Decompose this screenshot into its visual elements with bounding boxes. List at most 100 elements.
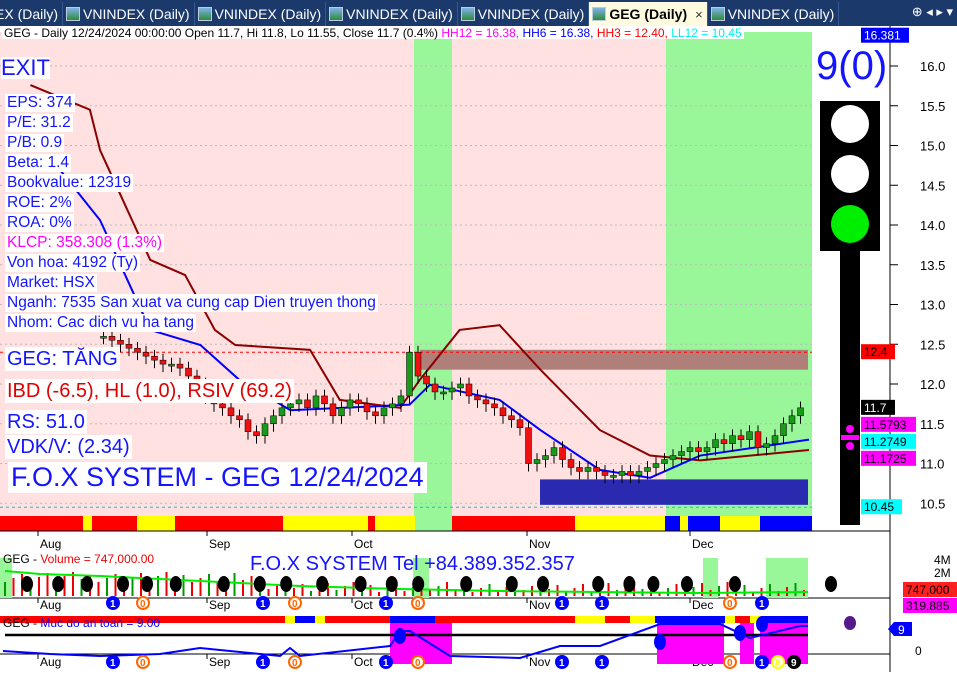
tab-scroll-buttons[interactable]: ⊕ ◂ ▸ ▾: [911, 4, 953, 19]
candle-body: [380, 407, 388, 417]
volume-highlight: [703, 558, 718, 598]
candle-body: [576, 467, 583, 472]
safety-signal-dot: [756, 616, 768, 632]
tab-0[interactable]: EX (Daily): [0, 2, 64, 26]
tab-4[interactable]: VNINDEX (Daily): [458, 2, 590, 26]
candle-body: [151, 355, 158, 361]
info-market: Market: HSX: [5, 274, 97, 292]
candle: [712, 433, 719, 456]
candle-body: [499, 407, 507, 417]
candle-body: [508, 415, 515, 421]
candle: [661, 453, 668, 472]
candle: [321, 389, 328, 412]
candle-body: [516, 419, 524, 428]
tab-label: VNINDEX (Daily): [477, 6, 585, 22]
candle: [117, 333, 124, 353]
candle: [397, 389, 405, 412]
safety-band-segment: [325, 616, 365, 623]
safety-value-label: 9: [898, 623, 905, 637]
safety-band-segment: [295, 616, 315, 623]
candle-body: [746, 431, 753, 440]
candle-body: [406, 351, 413, 397]
volume-last-label: 747,000: [906, 583, 950, 597]
tab-label: VNINDEX (Daily): [727, 6, 835, 22]
candle-body: [797, 407, 804, 417]
candle-body: [142, 351, 150, 357]
candle: [236, 409, 243, 428]
trend-status: GEG: TĂNG: [5, 347, 120, 371]
volume-signal-dot: [537, 576, 549, 592]
safety-band-segment: [630, 616, 655, 623]
candle-body: [134, 347, 141, 353]
safety-marker-label: 0: [415, 658, 421, 669]
price-label: 16.381: [864, 29, 901, 43]
candle: [406, 345, 413, 404]
volume-marker-label: 0: [292, 599, 298, 610]
candle: [618, 465, 626, 484]
month-label: Oct: [354, 655, 373, 669]
candle: [253, 425, 260, 444]
candle: [788, 409, 796, 432]
month-label: Nov: [529, 655, 550, 669]
tab-2[interactable]: VNINDEX (Daily): [195, 2, 327, 26]
safety-band-segment: [725, 616, 735, 623]
candle-body: [559, 447, 566, 460]
safety-marker-label: 0: [140, 658, 146, 669]
close-tab-icon[interactable]: ×: [695, 6, 703, 22]
price-label: 11.7: [864, 401, 887, 415]
candle: [380, 401, 388, 424]
info-pe: P/E: 31.2: [5, 114, 73, 132]
candle: [601, 465, 609, 484]
candle: [363, 397, 371, 420]
candle: [703, 441, 711, 460]
trend-band-segment: [137, 516, 175, 531]
candle: [542, 449, 549, 468]
tab-3[interactable]: VNINDEX (Daily): [326, 2, 458, 26]
volume-symbol: GEG: [3, 552, 30, 566]
candle-body: [610, 475, 617, 478]
chart-area[interactable]: 16.0 15.5 15.0 14.5 14.0 13.5 13.0 12.5 12.0 11.5…: [0, 26, 957, 672]
tab-label: VNINDEX (Daily): [214, 6, 322, 22]
trend-band-segment: [575, 516, 665, 531]
volume-marker-label: 1: [260, 599, 266, 610]
safety-marker-label: 9: [791, 658, 797, 669]
candle: [559, 441, 566, 468]
candle-body: [627, 471, 634, 476]
info-eps: EPS: 374: [5, 94, 75, 112]
price-chart[interactable]: 16.0 15.5 15.0 14.5 14.0 13.5 13.0 12.5 12.0 11.5…: [0, 26, 957, 672]
volume-marker: [379, 596, 393, 610]
candle: [168, 357, 175, 373]
price-label: 11.2749: [864, 435, 907, 449]
safety-marker: [106, 655, 120, 669]
candle: [576, 461, 583, 480]
bullish-zone: [666, 32, 812, 516]
candle: [652, 457, 660, 476]
safety-marker-label: 1: [599, 658, 605, 669]
tab-1[interactable]: VNINDEX (Daily): [63, 2, 195, 26]
safety-marker-label: 1: [383, 658, 389, 669]
safety-marker: [288, 655, 302, 669]
volume-signal-dot: [141, 576, 153, 592]
month-label: Aug: [40, 598, 61, 612]
candle: [440, 385, 447, 400]
chart-icon: [329, 7, 344, 21]
tab-6[interactable]: VNINDEX (Daily): [708, 2, 840, 26]
price-tick-label: 14.0: [920, 218, 945, 233]
exit-signal: EXIT: [1, 55, 50, 80]
traffic-light-lamp: [831, 205, 869, 243]
candle-body: [168, 363, 175, 367]
tab-label: GEG (Daily): [609, 6, 688, 22]
candle: [457, 377, 464, 396]
candle: [142, 345, 150, 365]
trend-band-segment: [665, 516, 680, 531]
candle: [448, 381, 456, 400]
volume-tick-label: 2M: [934, 566, 951, 580]
candle-body: [244, 419, 252, 432]
candle-body: [601, 471, 609, 476]
safety-zone: [657, 623, 724, 664]
volume-marker: [256, 596, 270, 610]
price-tick-label: 12.0: [920, 377, 945, 392]
marker-bar: [841, 435, 859, 440]
price-label-box: [861, 27, 909, 43]
tab-5[interactable]: GEG (Daily) ×: [589, 2, 708, 26]
